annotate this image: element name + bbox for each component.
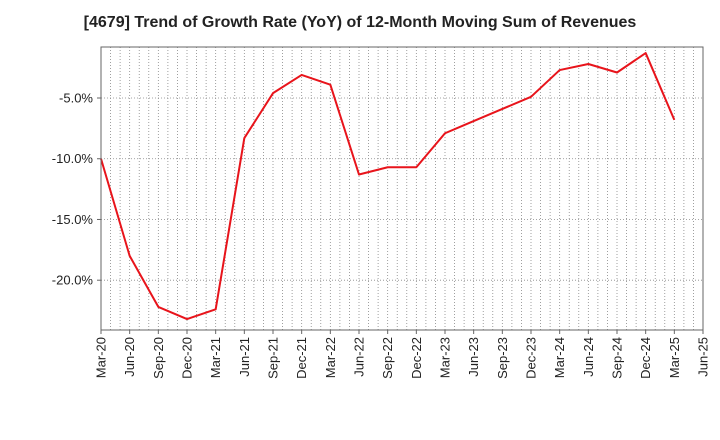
x-tick-label: Sep-23 [495,337,510,379]
x-tick-label: Sep-20 [151,337,166,379]
x-tick-label: Dec-22 [409,337,424,379]
x-tick-label: Sep-24 [610,337,625,379]
y-tick-label: -10.0% [52,151,94,166]
x-axis-ticks: Mar-20 Jun-20 Sep-20 Dec-20 Mar-21 Jun-21 Sep-… [94,330,711,379]
y-tick-label: -20.0% [52,273,94,288]
chart-title: [4679] Trend of Growth Rate (YoY) of 12-… [83,14,637,31]
grid-lines [101,47,703,330]
x-tick-label: Mar-23 [438,337,453,378]
x-tick-label: Jun-24 [581,337,596,377]
x-tick-label: Mar-20 [94,337,109,378]
x-tick-label: Jun-22 [352,337,367,377]
series-line [100,52,676,321]
series-layer [100,52,676,321]
y-axis-ticks: -5.0% -10.0% -15.0% -20.0% [52,91,101,288]
x-tick-label: Jun-21 [237,337,252,377]
x-tick-label: Dec-20 [180,337,195,379]
x-tick-label: Jun-25 [696,337,711,377]
x-tick-label: Mar-24 [552,337,567,378]
x-tick-label: Dec-24 [638,337,653,379]
plot-area-frame [100,46,704,331]
y-tick-label: -5.0% [59,91,93,106]
x-tick-label: Mar-25 [667,337,682,378]
x-tick-label: Jun-23 [466,337,481,377]
x-tick-label: Dec-21 [294,337,309,379]
x-tick-label: Mar-21 [208,337,223,378]
x-tick-label: Sep-21 [266,337,281,379]
x-tick-label: Mar-22 [323,337,338,378]
x-tick-label: Dec-23 [524,337,539,379]
x-tick-label: Jun-20 [122,337,137,377]
y-tick-label: -15.0% [52,212,94,227]
x-tick-label: Sep-22 [380,337,395,379]
